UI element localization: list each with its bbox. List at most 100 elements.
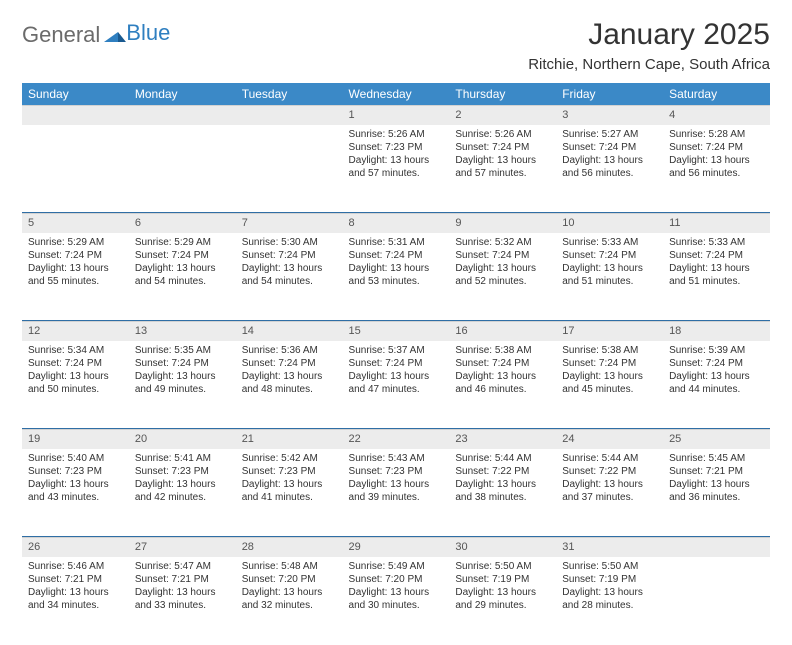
- sunset-line: Sunset: 7:23 PM: [28, 465, 123, 478]
- day-number-cell: 28: [236, 537, 343, 557]
- sunset-line: Sunset: 7:20 PM: [349, 573, 444, 586]
- sunset-line: Sunset: 7:24 PM: [562, 357, 657, 370]
- daylight-line: Daylight: 13 hours and 30 minutes.: [349, 586, 444, 612]
- daylight-line: Daylight: 13 hours and 48 minutes.: [242, 370, 337, 396]
- daynum-row: 1234: [22, 105, 770, 125]
- day-content: Sunrise: 5:46 AMSunset: 7:21 PMDaylight:…: [22, 557, 129, 619]
- sunrise-line: Sunrise: 5:39 AM: [669, 344, 764, 357]
- day-number-cell: [663, 537, 770, 557]
- daylight-line: Daylight: 13 hours and 36 minutes.: [669, 478, 764, 504]
- day-number-cell: 4: [663, 105, 770, 125]
- sunset-line: Sunset: 7:24 PM: [135, 249, 230, 262]
- sunset-line: Sunset: 7:21 PM: [669, 465, 764, 478]
- day-cell: Sunrise: 5:39 AMSunset: 7:24 PMDaylight:…: [663, 341, 770, 429]
- day-number-cell: 30: [449, 537, 556, 557]
- weekday-header-row: SundayMondayTuesdayWednesdayThursdayFrid…: [22, 83, 770, 105]
- day-number: 5: [22, 213, 129, 233]
- day-number: 15: [343, 321, 450, 341]
- daylight-line: Daylight: 13 hours and 29 minutes.: [455, 586, 550, 612]
- sunset-line: Sunset: 7:24 PM: [562, 249, 657, 262]
- day-content: Sunrise: 5:38 AMSunset: 7:24 PMDaylight:…: [449, 341, 556, 403]
- sunset-line: Sunset: 7:21 PM: [135, 573, 230, 586]
- sunset-line: Sunset: 7:24 PM: [455, 249, 550, 262]
- sunset-line: Sunset: 7:24 PM: [242, 357, 337, 370]
- day-cell: Sunrise: 5:36 AMSunset: 7:24 PMDaylight:…: [236, 341, 343, 429]
- sunset-line: Sunset: 7:19 PM: [562, 573, 657, 586]
- day-number-cell: 11: [663, 213, 770, 233]
- day-content: Sunrise: 5:29 AMSunset: 7:24 PMDaylight:…: [129, 233, 236, 295]
- day-content: Sunrise: 5:36 AMSunset: 7:24 PMDaylight:…: [236, 341, 343, 403]
- daylight-line: Daylight: 13 hours and 54 minutes.: [135, 262, 230, 288]
- day-number-cell: 19: [22, 429, 129, 449]
- header: General Blue January 2025 Ritchie, North…: [22, 18, 770, 73]
- day-number-cell: 2: [449, 105, 556, 125]
- title-block: January 2025 Ritchie, Northern Cape, Sou…: [528, 18, 770, 73]
- sunset-line: Sunset: 7:24 PM: [669, 357, 764, 370]
- sunrise-line: Sunrise: 5:38 AM: [455, 344, 550, 357]
- week-row: Sunrise: 5:34 AMSunset: 7:24 PMDaylight:…: [22, 341, 770, 429]
- sunset-line: Sunset: 7:24 PM: [349, 249, 444, 262]
- sunrise-line: Sunrise: 5:33 AM: [669, 236, 764, 249]
- day-number: 1: [343, 105, 450, 125]
- day-number-cell: 1: [343, 105, 450, 125]
- day-number: 25: [663, 429, 770, 449]
- day-number: 19: [22, 429, 129, 449]
- sunrise-line: Sunrise: 5:27 AM: [562, 128, 657, 141]
- day-content: Sunrise: 5:30 AMSunset: 7:24 PMDaylight:…: [236, 233, 343, 295]
- day-cell: Sunrise: 5:50 AMSunset: 7:19 PMDaylight:…: [449, 557, 556, 645]
- day-cell: Sunrise: 5:31 AMSunset: 7:24 PMDaylight:…: [343, 233, 450, 321]
- location-label: Ritchie, Northern Cape, South Africa: [528, 56, 770, 73]
- day-cell: Sunrise: 5:29 AMSunset: 7:24 PMDaylight:…: [129, 233, 236, 321]
- day-number: 14: [236, 321, 343, 341]
- day-cell: Sunrise: 5:30 AMSunset: 7:24 PMDaylight:…: [236, 233, 343, 321]
- day-content: Sunrise: 5:34 AMSunset: 7:24 PMDaylight:…: [22, 341, 129, 403]
- sunset-line: Sunset: 7:20 PM: [242, 573, 337, 586]
- day-cell: Sunrise: 5:27 AMSunset: 7:24 PMDaylight:…: [556, 125, 663, 213]
- sunrise-line: Sunrise: 5:50 AM: [562, 560, 657, 573]
- day-content: Sunrise: 5:45 AMSunset: 7:21 PMDaylight:…: [663, 449, 770, 511]
- day-number-cell: 5: [22, 213, 129, 233]
- day-number: 16: [449, 321, 556, 341]
- day-number: 23: [449, 429, 556, 449]
- day-cell: Sunrise: 5:38 AMSunset: 7:24 PMDaylight:…: [556, 341, 663, 429]
- day-number: 26: [22, 537, 129, 557]
- week-row: Sunrise: 5:46 AMSunset: 7:21 PMDaylight:…: [22, 557, 770, 645]
- day-number-cell: 16: [449, 321, 556, 341]
- day-cell: [663, 557, 770, 645]
- day-cell: Sunrise: 5:26 AMSunset: 7:24 PMDaylight:…: [449, 125, 556, 213]
- sunrise-line: Sunrise: 5:28 AM: [669, 128, 764, 141]
- logo-mark-icon: [104, 22, 126, 48]
- day-cell: Sunrise: 5:40 AMSunset: 7:23 PMDaylight:…: [22, 449, 129, 537]
- day-number: [236, 105, 343, 125]
- day-content: Sunrise: 5:35 AMSunset: 7:24 PMDaylight:…: [129, 341, 236, 403]
- day-content: Sunrise: 5:28 AMSunset: 7:24 PMDaylight:…: [663, 125, 770, 187]
- day-content: Sunrise: 5:38 AMSunset: 7:24 PMDaylight:…: [556, 341, 663, 403]
- daylight-line: Daylight: 13 hours and 43 minutes.: [28, 478, 123, 504]
- day-number: 12: [22, 321, 129, 341]
- day-cell: Sunrise: 5:47 AMSunset: 7:21 PMDaylight:…: [129, 557, 236, 645]
- sunrise-line: Sunrise: 5:40 AM: [28, 452, 123, 465]
- day-content: Sunrise: 5:31 AMSunset: 7:24 PMDaylight:…: [343, 233, 450, 295]
- day-content: Sunrise: 5:29 AMSunset: 7:24 PMDaylight:…: [22, 233, 129, 295]
- sunset-line: Sunset: 7:22 PM: [455, 465, 550, 478]
- day-content: Sunrise: 5:40 AMSunset: 7:23 PMDaylight:…: [22, 449, 129, 511]
- sunrise-line: Sunrise: 5:37 AM: [349, 344, 444, 357]
- daylight-line: Daylight: 13 hours and 33 minutes.: [135, 586, 230, 612]
- sunset-line: Sunset: 7:24 PM: [349, 357, 444, 370]
- day-content: Sunrise: 5:26 AMSunset: 7:23 PMDaylight:…: [343, 125, 450, 187]
- day-number: 20: [129, 429, 236, 449]
- day-number-cell: 8: [343, 213, 450, 233]
- daylight-line: Daylight: 13 hours and 51 minutes.: [669, 262, 764, 288]
- day-number: 18: [663, 321, 770, 341]
- day-cell: Sunrise: 5:48 AMSunset: 7:20 PMDaylight:…: [236, 557, 343, 645]
- calendar-body: 1234Sunrise: 5:26 AMSunset: 7:23 PMDayli…: [22, 105, 770, 645]
- day-cell: Sunrise: 5:43 AMSunset: 7:23 PMDaylight:…: [343, 449, 450, 537]
- sunset-line: Sunset: 7:24 PM: [669, 249, 764, 262]
- sunrise-line: Sunrise: 5:46 AM: [28, 560, 123, 573]
- daylight-line: Daylight: 13 hours and 53 minutes.: [349, 262, 444, 288]
- sunrise-line: Sunrise: 5:29 AM: [28, 236, 123, 249]
- day-number-cell: 29: [343, 537, 450, 557]
- month-title: January 2025: [528, 18, 770, 52]
- day-cell: Sunrise: 5:44 AMSunset: 7:22 PMDaylight:…: [449, 449, 556, 537]
- day-number: 31: [556, 537, 663, 557]
